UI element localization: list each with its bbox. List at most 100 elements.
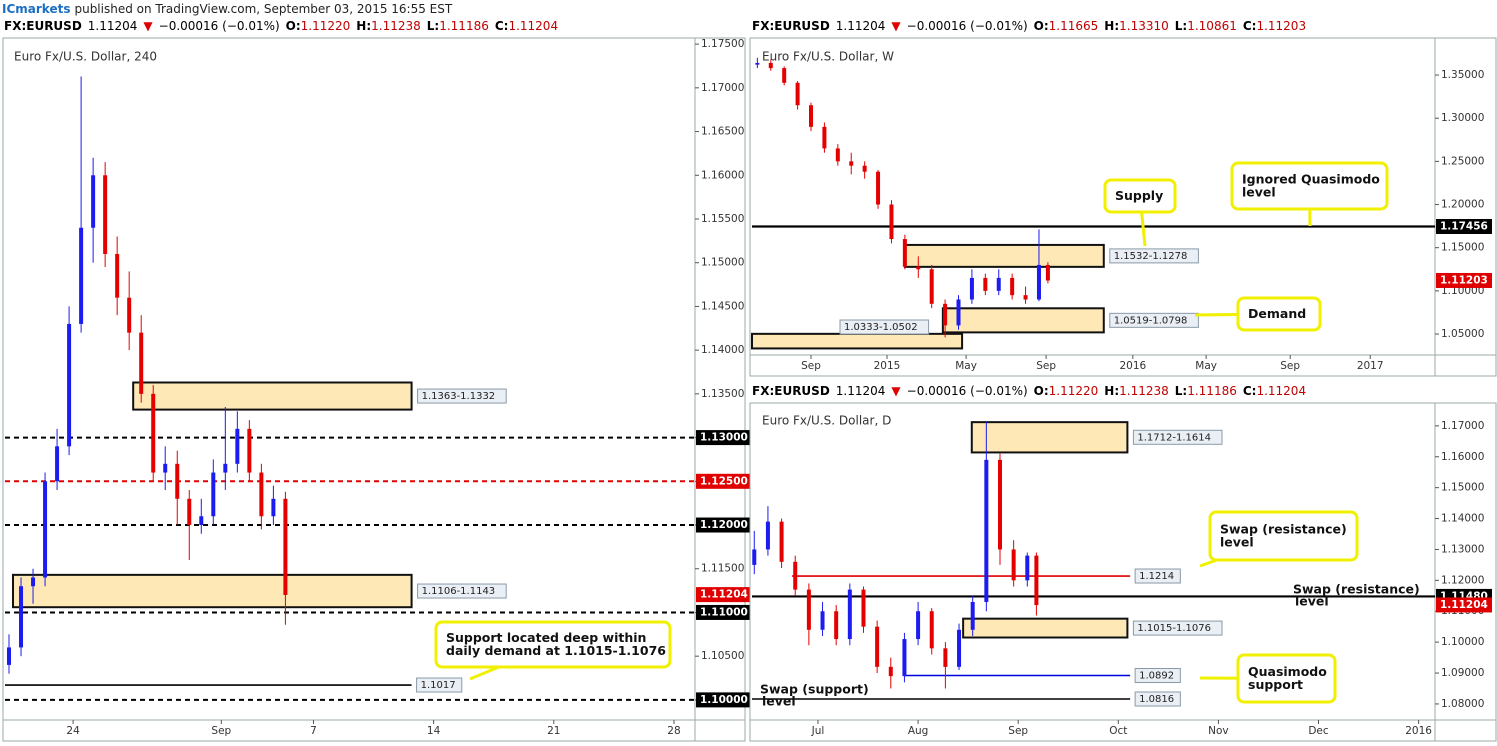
y-tick-label: 1.30000 — [1441, 112, 1484, 124]
ohlc-key: C: — [1243, 19, 1257, 33]
y-tick-label: 1.15000 — [1441, 242, 1484, 254]
candle-body — [1011, 549, 1016, 581]
ohlc-key: L: — [1175, 384, 1187, 398]
callout-text: support — [1248, 677, 1303, 692]
last-price-label: 1.11204 — [700, 589, 748, 601]
callout-box — [1236, 296, 1322, 332]
level-label: 1.1017 — [421, 680, 456, 691]
quote-part: ▼ — [891, 384, 901, 398]
candle-body — [984, 459, 989, 602]
candle-body — [1036, 264, 1041, 300]
y-tick-label: 1.17000 — [1441, 420, 1484, 432]
candle-body — [956, 299, 961, 326]
y-tick-label: 1.15500 — [701, 213, 744, 225]
ohlc-value: 1.11186 — [1187, 384, 1237, 398]
candle-body — [970, 601, 975, 630]
candle-body — [996, 277, 1001, 291]
ohlc-value: 1.11238 — [1119, 384, 1169, 398]
quote-line: FX:EURUSD 1.11204 ▼ −0.00016 (−0.01%) O:1.11… — [4, 19, 558, 33]
x-tick-label: 7 — [310, 725, 317, 737]
candle-body — [115, 253, 120, 298]
x-tick-label: 14 — [427, 725, 441, 737]
level-axis-box — [696, 430, 752, 446]
chart-title: Euro Fx/U.S. Dollar, D — [762, 414, 891, 428]
candle-body — [127, 297, 132, 333]
x-tick-label: 21 — [547, 725, 560, 737]
quote-part: −0.00016 (−0.01%) — [907, 384, 1028, 398]
candle-body — [943, 303, 948, 326]
ohlc-key: H: — [1104, 19, 1119, 33]
callout-text: Quasimodo — [1248, 664, 1327, 679]
level-axis-box — [1436, 218, 1492, 234]
level-axis-label: 1.12500 — [700, 475, 748, 487]
candle-body — [91, 175, 96, 228]
candle-body — [55, 446, 60, 482]
candle-body — [43, 481, 48, 578]
candle-body — [997, 459, 1002, 550]
x-tick-label: Sep — [1036, 360, 1056, 372]
x-tick-label: 28 — [667, 725, 680, 737]
candle-body — [163, 463, 168, 473]
candle-body — [779, 521, 784, 562]
zone-label: 1.1363-1.1332 — [422, 391, 496, 402]
quote-line: FX:EURUSD 1.11204 ▼ −0.00016 (−0.01%) O:1.11… — [752, 19, 1306, 33]
candle-body — [199, 516, 204, 526]
x-tick-label: Dec — [1308, 725, 1329, 737]
quote-part: ▼ — [143, 19, 153, 33]
level-label: 1.0892 — [1139, 671, 1174, 682]
level-label: 1.1214 — [1139, 571, 1174, 582]
candle-body — [861, 589, 866, 627]
y-tick-label: 1.11500 — [701, 563, 744, 575]
quote-part: −0.00016 (−0.01%) — [159, 19, 280, 33]
candle-body — [211, 472, 216, 517]
x-tick-label: 2017 — [1357, 360, 1384, 372]
y-tick-label: 1.14000 — [1441, 513, 1484, 525]
zone-label-box — [1132, 429, 1223, 445]
y-tick-label: 1.10000 — [1441, 636, 1484, 648]
candle-body — [889, 204, 894, 240]
last-price-label: 1.11204 — [1440, 599, 1488, 611]
annotation-text: level — [762, 694, 796, 709]
quote-line: FX:EURUSD 1.11204 ▼ −0.00016 (−0.01%) O:1.11… — [752, 384, 1306, 398]
level-label-box — [416, 677, 463, 693]
last-price-box — [1436, 272, 1492, 288]
ohlc-key: O: — [286, 19, 301, 33]
zone-label-box — [417, 583, 507, 599]
candle-body — [835, 148, 840, 162]
candle-body — [1045, 264, 1050, 281]
callout-text: Supply — [1115, 188, 1163, 203]
zone-label-box — [1132, 620, 1223, 636]
x-tick-label: May — [955, 360, 977, 372]
y-tick-label: 1.35000 — [1441, 69, 1484, 81]
ohlc-key: O: — [1034, 384, 1049, 398]
callout-box — [1103, 178, 1177, 214]
brand[interactable]: ICmarkets — [2, 2, 70, 16]
ohlc-value: 1.11220 — [1049, 384, 1099, 398]
quote-part: FX:EURUSD — [4, 19, 82, 33]
level-label-box — [1134, 691, 1181, 707]
ohlc-key: L: — [1175, 19, 1187, 33]
candle-body — [809, 105, 814, 127]
panel-frame — [749, 402, 1497, 742]
candle-body — [875, 626, 880, 667]
x-tick-label: Aug — [908, 725, 929, 737]
ohlc-value: 1.10861 — [1187, 19, 1237, 33]
level-axis-box — [696, 517, 752, 533]
y-tick-label: 1.13000 — [1441, 543, 1484, 555]
y-tick-label: 1.09000 — [1441, 667, 1484, 679]
candle-body — [847, 589, 852, 640]
candle-body — [79, 227, 84, 324]
zone-label-box — [1109, 312, 1199, 328]
candle-body — [247, 428, 252, 473]
candle-body — [1023, 295, 1028, 300]
candle-body — [929, 269, 934, 304]
x-tick-label: Sep — [211, 725, 231, 737]
level-axis-label: 1.12000 — [700, 519, 748, 531]
candle-body — [957, 629, 962, 667]
chart-panel: FX:EURUSD 1.11204 ▼ −0.00016 (−0.01%) O:1.11… — [749, 384, 1497, 742]
candle-body — [223, 463, 228, 473]
candle-body — [793, 561, 798, 590]
candle-body — [175, 463, 180, 499]
candle-body — [768, 62, 773, 69]
annotation-text: Swap (resistance) — [1293, 582, 1420, 597]
